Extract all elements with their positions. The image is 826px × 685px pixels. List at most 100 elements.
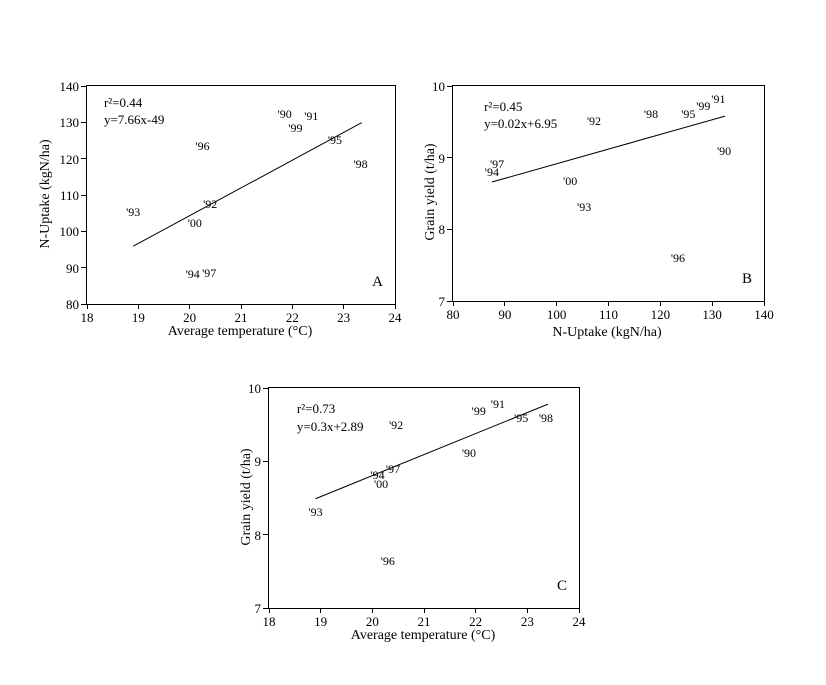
x-tick-label: 20 xyxy=(183,310,197,325)
y-tick-label: 130 xyxy=(59,115,80,131)
y-axis-tick xyxy=(263,534,268,536)
x-tick-label: 24 xyxy=(572,614,586,629)
data-point-label: '00 xyxy=(563,174,578,189)
plot-area-c: r²=0.73 y=0.3x+2.89 C 18 19 20 21 22 23 24 7 8 9 1… xyxy=(248,382,586,628)
y-tick-label: 140 xyxy=(59,79,80,94)
y-axis-tick xyxy=(447,300,452,302)
data-point-label: '97 xyxy=(385,462,401,477)
data-point-label: '96 xyxy=(380,554,395,569)
y-tick-label: 90 xyxy=(66,260,79,276)
x-axis-tick xyxy=(608,301,609,306)
y-tick-label: 7 xyxy=(254,601,262,616)
y-tick-label: 100 xyxy=(59,224,80,240)
data-point-label: '97 xyxy=(202,266,217,281)
x-axis-tick xyxy=(268,608,270,613)
r-squared-text: r²=0.44 xyxy=(103,94,143,110)
x-axis-tick xyxy=(526,608,528,613)
x-tick-label: 120 xyxy=(650,307,671,322)
x-axis-title: Average temperature (°C) xyxy=(167,324,313,339)
x-tick-label: 19 xyxy=(131,310,145,325)
y-axis-tick xyxy=(263,460,268,462)
x-axis-tick xyxy=(578,608,580,613)
x-tick-label: 19 xyxy=(314,614,328,629)
data-point-label: '95 xyxy=(514,411,529,426)
regression-line xyxy=(315,403,549,500)
x-tick-label: 18 xyxy=(80,310,94,325)
y-tick-label: 8 xyxy=(254,527,262,543)
r-squared-text: r²=0.45 xyxy=(484,98,523,114)
x-tick-label: 20 xyxy=(365,614,379,629)
y-axis-tick xyxy=(447,157,452,159)
y-tick-label: 9 xyxy=(438,150,446,166)
data-point-label: '91 xyxy=(490,397,505,412)
x-tick-label: 23 xyxy=(337,310,351,325)
y-axis-tick xyxy=(81,230,86,232)
data-point-label: '90 xyxy=(716,144,732,159)
plot-area-b: r²=0.45 y=0.02x+6.95 B 80 90 100 110 120 130 1… xyxy=(432,80,774,321)
x-tick-label: 90 xyxy=(498,307,512,322)
x-axis-tick xyxy=(556,301,558,306)
data-point-label: '95 xyxy=(327,133,343,148)
x-axis-tick xyxy=(452,301,454,306)
regression-line xyxy=(491,115,726,183)
y-axis-tick xyxy=(447,228,452,230)
x-tick-label: 110 xyxy=(598,307,619,322)
data-point-label: '92 xyxy=(203,197,218,212)
data-point-label: '99 xyxy=(696,99,711,114)
r-squared-text: r²=0.73 xyxy=(296,401,336,417)
y-axis-tick xyxy=(447,85,452,87)
data-point-label: '94 xyxy=(484,165,499,179)
y-axis-tick xyxy=(81,85,86,87)
panel-letter: A xyxy=(372,274,383,290)
equation-text: y=0.3x+2.89 xyxy=(296,418,364,434)
data-point-label: '98 xyxy=(538,411,554,426)
y-tick-label: 9 xyxy=(254,454,262,470)
y-tick-label: 120 xyxy=(59,151,80,167)
x-axis-tick xyxy=(423,608,425,613)
x-tick-label: 18 xyxy=(262,614,276,629)
data-point-label: '95 xyxy=(681,106,696,121)
regression-line xyxy=(132,122,362,247)
data-point-label: '00 xyxy=(187,215,202,230)
x-axis-tick xyxy=(504,301,506,306)
data-point-label: '92 xyxy=(586,114,602,129)
x-tick-label: 80 xyxy=(446,307,460,322)
y-axis-tick xyxy=(81,158,86,160)
y-axis-tick xyxy=(81,121,86,123)
y-tick-label: 7 xyxy=(438,294,446,309)
x-axis-tick xyxy=(137,304,139,309)
data-point-label: '96 xyxy=(195,138,210,153)
x-axis-title: N-Uptake (kgN/ha) xyxy=(552,325,662,340)
x-axis-tick xyxy=(291,304,293,309)
plot-area-a: r²=0.44 y=7.66x-49 A 18 19 20 21 22 23 24 80 90 1… xyxy=(60,80,402,324)
x-axis-tick xyxy=(394,304,396,309)
equation-text: y=7.66x-49 xyxy=(103,112,165,128)
x-tick-label: 21 xyxy=(417,614,431,629)
x-axis-tick xyxy=(659,301,661,306)
data-point-label: '99 xyxy=(471,403,486,418)
data-point-label: '93 xyxy=(126,205,141,220)
x-axis-tick xyxy=(320,608,322,613)
data-point-label: '92 xyxy=(389,418,404,433)
y-tick-label: 80 xyxy=(66,297,79,312)
regression-annotation: r²=0.45 y=0.02x+6.95 xyxy=(484,98,557,133)
x-tick-label: 130 xyxy=(702,307,722,322)
x-tick-label: 140 xyxy=(754,307,774,322)
panel-letter: C xyxy=(556,578,567,594)
x-tick-label: 24 xyxy=(388,310,402,325)
x-axis-title: Average temperature (°C) xyxy=(350,628,496,643)
x-axis-tick xyxy=(711,301,713,306)
x-axis-tick xyxy=(475,608,477,613)
data-point-label: '90 xyxy=(461,445,477,460)
data-point-label: '98 xyxy=(643,106,659,121)
regression-annotation: r²=0.73 y=0.3x+2.89 xyxy=(297,400,364,435)
x-axis-tick xyxy=(371,608,373,613)
y-tick-label: 110 xyxy=(59,188,79,203)
equation-text: y=0.02x+6.95 xyxy=(484,116,558,132)
x-axis-tick xyxy=(343,304,345,309)
data-point-label: '91 xyxy=(304,109,319,124)
data-point-label: '00 xyxy=(374,477,389,492)
x-tick-label: 21 xyxy=(234,310,248,325)
